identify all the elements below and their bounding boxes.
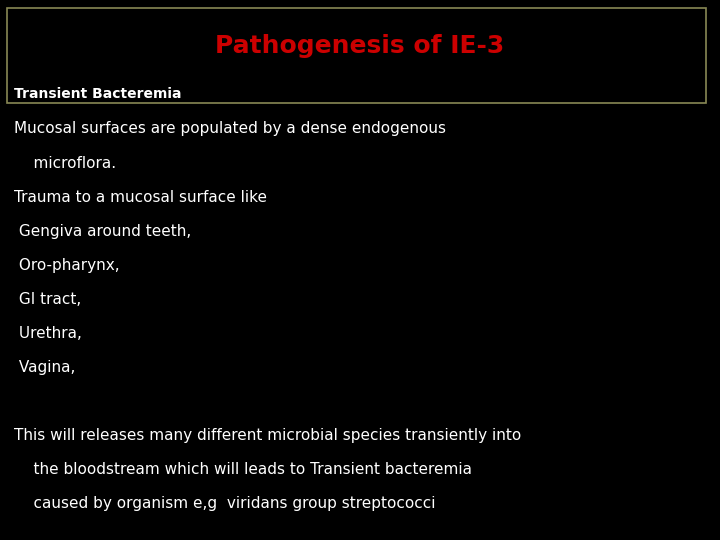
Text: Pathogenesis of IE-3: Pathogenesis of IE-3 <box>215 34 505 58</box>
Text: Gengiva around teeth,: Gengiva around teeth, <box>14 224 192 239</box>
Text: the bloodstream which will leads to Transient bacteremia: the bloodstream which will leads to Tran… <box>14 462 472 477</box>
Text: microflora.: microflora. <box>14 156 117 171</box>
Text: Mucosal surfaces are populated by a dense endogenous: Mucosal surfaces are populated by a dens… <box>14 122 446 137</box>
Text: GI tract,: GI tract, <box>14 292 81 307</box>
Text: Transient Bacteremia: Transient Bacteremia <box>14 87 182 102</box>
Text: This will releases many different microbial species transiently into: This will releases many different microb… <box>14 428 522 443</box>
Text: Trauma to a mucosal surface like: Trauma to a mucosal surface like <box>14 190 267 205</box>
Text: caused by organism e,g  viridans group streptococci: caused by organism e,g viridans group st… <box>14 496 436 511</box>
Text: Vagina,: Vagina, <box>14 360 76 375</box>
Text: Urethra,: Urethra, <box>14 326 82 341</box>
Text: Oro-pharynx,: Oro-pharynx, <box>14 258 120 273</box>
